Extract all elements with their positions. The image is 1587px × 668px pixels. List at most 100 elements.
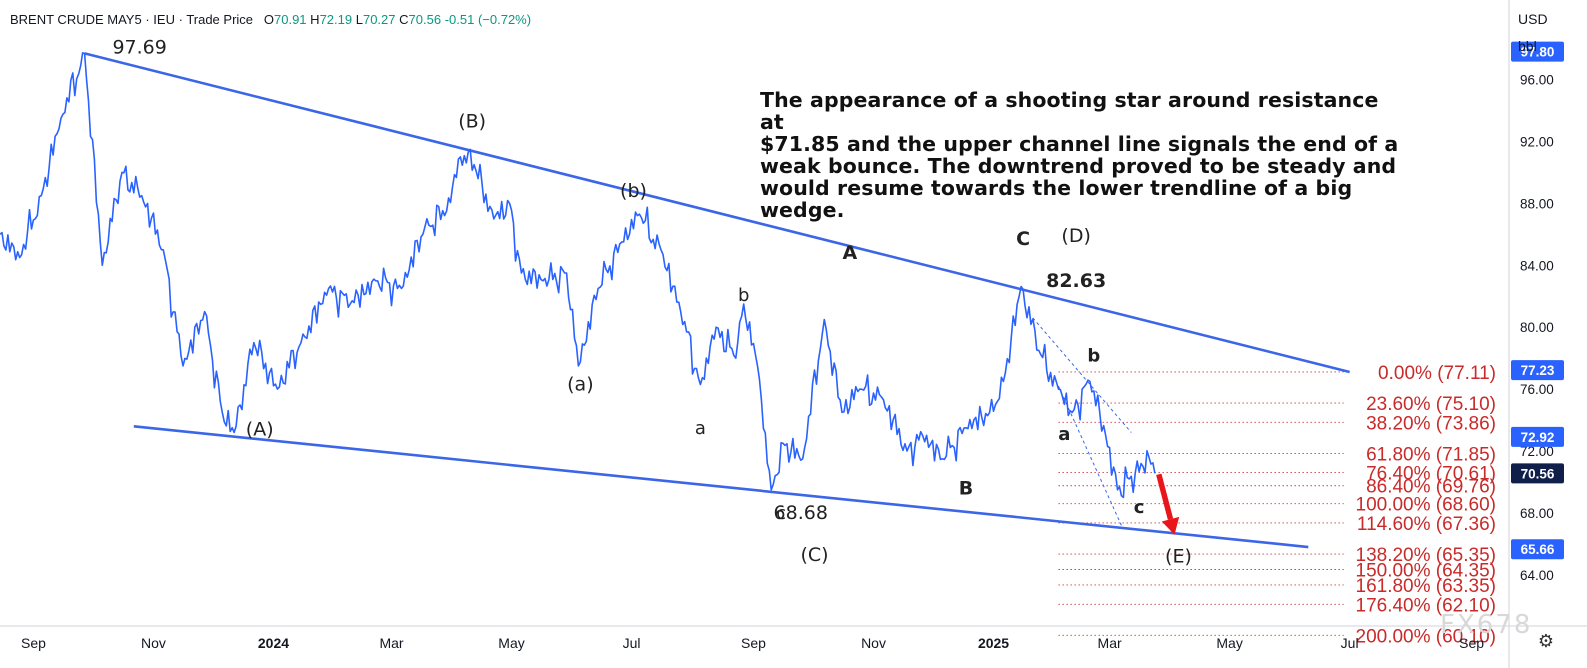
channel-line[interactable] <box>1058 385 1122 526</box>
price-series <box>0 52 1156 499</box>
y-tick-label: 92.00 <box>1520 134 1554 149</box>
close-label: C <box>399 12 409 27</box>
fib-level-label: 138.20% (65.35) <box>1356 545 1497 566</box>
wave-label: (E) <box>1165 546 1192 568</box>
y-tick-label: 88.00 <box>1520 196 1554 211</box>
fib-level-label: 114.60% (67.36) <box>1357 514 1496 535</box>
open-label: O <box>263 12 274 27</box>
y-axis[interactable]: 96.00 92.00 88.00 84.00 80.00 76.00 72.00 68.00… <box>1511 41 1564 583</box>
arrow-shaft <box>1156 473 1174 520</box>
fib-level-label: 161.80% (63.35) <box>1356 576 1497 597</box>
channel-line[interactable] <box>1032 317 1132 433</box>
y-tick-label: 64.00 <box>1520 568 1554 583</box>
fibonacci-levels: 0.00% (77.11) 23.60% (75.10)38.20% (73.86… <box>1058 363 1496 647</box>
open-value: 70.91 <box>274 12 307 27</box>
analysis-note: The appearance of a shooting star around… <box>760 89 1400 221</box>
fib-level-label: 76.40% (70.61) <box>1366 464 1496 485</box>
wave-label: 97.69 <box>112 36 166 58</box>
low-label: L <box>355 12 363 27</box>
symbol-name[interactable]: BRENT CRUDE MAY5 <box>10 12 142 27</box>
x-tick-label: Sep <box>21 635 46 651</box>
fib-level-label: 176.40% (62.10) <box>1356 595 1497 616</box>
fib-level-label: 200.00% (60.10) <box>1356 626 1497 647</box>
wave-label: a <box>1058 424 1070 445</box>
y-tick-label: 80.00 <box>1520 320 1554 335</box>
wave-label: C <box>1016 228 1030 250</box>
wave-label: c <box>1134 497 1145 518</box>
watermark-logo: FX678 <box>1440 610 1533 640</box>
fib-level-label: 23.60% (75.10) <box>1366 394 1496 415</box>
x-tick-label: Jul <box>623 635 641 651</box>
x-tick-label: Nov <box>861 635 886 651</box>
gear-icon[interactable]: ⚙ <box>1537 630 1555 652</box>
currency-selector[interactable]: USD <box>1518 11 1548 27</box>
wave-label: (C) <box>800 544 828 566</box>
analysis-note-line: weak bounce. The downtrend proved to be … <box>760 154 1397 178</box>
wave-label: c <box>776 503 786 524</box>
price-type: Trade Price <box>186 12 254 27</box>
wave-label: (a) <box>567 374 593 396</box>
wave-label: (A) <box>246 419 274 441</box>
high-label: H <box>310 12 320 27</box>
wave-label: 82.63 <box>1046 270 1106 292</box>
wave-label: b <box>738 285 749 306</box>
x-tick-label: Mar <box>379 635 403 651</box>
price-badge-label: 65.66 <box>1521 542 1555 557</box>
x-axis[interactable]: Sep Nov 2024 Mar May Jul Sep Nov 2025 Mar May Jul Se… <box>21 635 1484 651</box>
x-tick-label: Sep <box>741 635 766 651</box>
analysis-note-line: would resume towards the lower trendline… <box>760 176 1353 222</box>
price-badge-label: 70.56 <box>1521 466 1555 481</box>
plot-background[interactable] <box>0 0 1509 626</box>
separator-dot: · <box>178 12 187 27</box>
fib-level-label: 61.80% (71.85) <box>1366 444 1496 465</box>
x-tick-label: May <box>498 635 524 651</box>
wave-label: B <box>959 477 973 499</box>
price-badge-label: 77.23 <box>1521 363 1555 378</box>
analysis-note-line: The appearance of a shooting star around… <box>760 88 1379 134</box>
price-badge[interactable] <box>1511 41 1564 62</box>
unit-selector[interactable]: bbl <box>1518 38 1537 54</box>
fib-level-label: 100.00% (68.60) <box>1356 495 1497 516</box>
wave-label: 68.68 <box>774 502 828 524</box>
price-line <box>0 52 1156 499</box>
wave-label: (b) <box>620 180 647 202</box>
price-badge-label: 72.92 <box>1521 430 1555 445</box>
y-tick-label: 84.00 <box>1520 258 1554 273</box>
x-tick-label: Sep <box>1459 635 1484 651</box>
fib-level-label: 0.00% (77.11) <box>1378 363 1496 384</box>
wave-label: (D) <box>1061 225 1090 247</box>
fib-level-label: 150.00% (64.35) <box>1356 560 1497 581</box>
x-tick-label: Jul <box>1341 635 1359 651</box>
low-value: 70.27 <box>362 12 396 27</box>
price-badge[interactable] <box>1511 539 1564 560</box>
price-badge[interactable] <box>1511 426 1564 447</box>
change-value: -0.51 (−0.72%) <box>444 12 532 27</box>
high-value: 72.19 <box>319 12 353 27</box>
separator-dot: · <box>145 12 154 27</box>
wedge-trendline[interactable] <box>133 425 1309 549</box>
y-tick-label: 76.00 <box>1520 382 1554 397</box>
wave-label: (B) <box>458 111 486 133</box>
exchange-name: IEU <box>153 12 175 27</box>
price-badge[interactable] <box>1511 463 1564 484</box>
x-tick-label: 2024 <box>258 635 289 651</box>
target-arrow <box>1156 473 1180 535</box>
analysis-note-line: $71.85 and the upper channel line signal… <box>760 132 1399 156</box>
y-tick-label: 72.00 <box>1520 444 1554 459</box>
fib-level-label: 38.20% (73.86) <box>1366 413 1496 434</box>
y-tick-label: 68.00 <box>1520 506 1554 521</box>
price-badge[interactable] <box>1511 360 1564 381</box>
y-tick-label: 96.00 <box>1520 73 1554 88</box>
trendlines[interactable] <box>84 52 1350 549</box>
wedge-trendline[interactable] <box>84 52 1350 374</box>
wave-label: a <box>695 418 706 439</box>
symbol-header: BRENT CRUDE MAY5 · IEU · Trade Price O70… <box>10 12 531 27</box>
wave-label: b <box>1087 345 1100 366</box>
arrow-head <box>1161 516 1180 535</box>
x-tick-label: Mar <box>1098 635 1122 651</box>
close-value: 70.56 <box>408 12 442 27</box>
x-tick-label: May <box>1216 635 1242 651</box>
